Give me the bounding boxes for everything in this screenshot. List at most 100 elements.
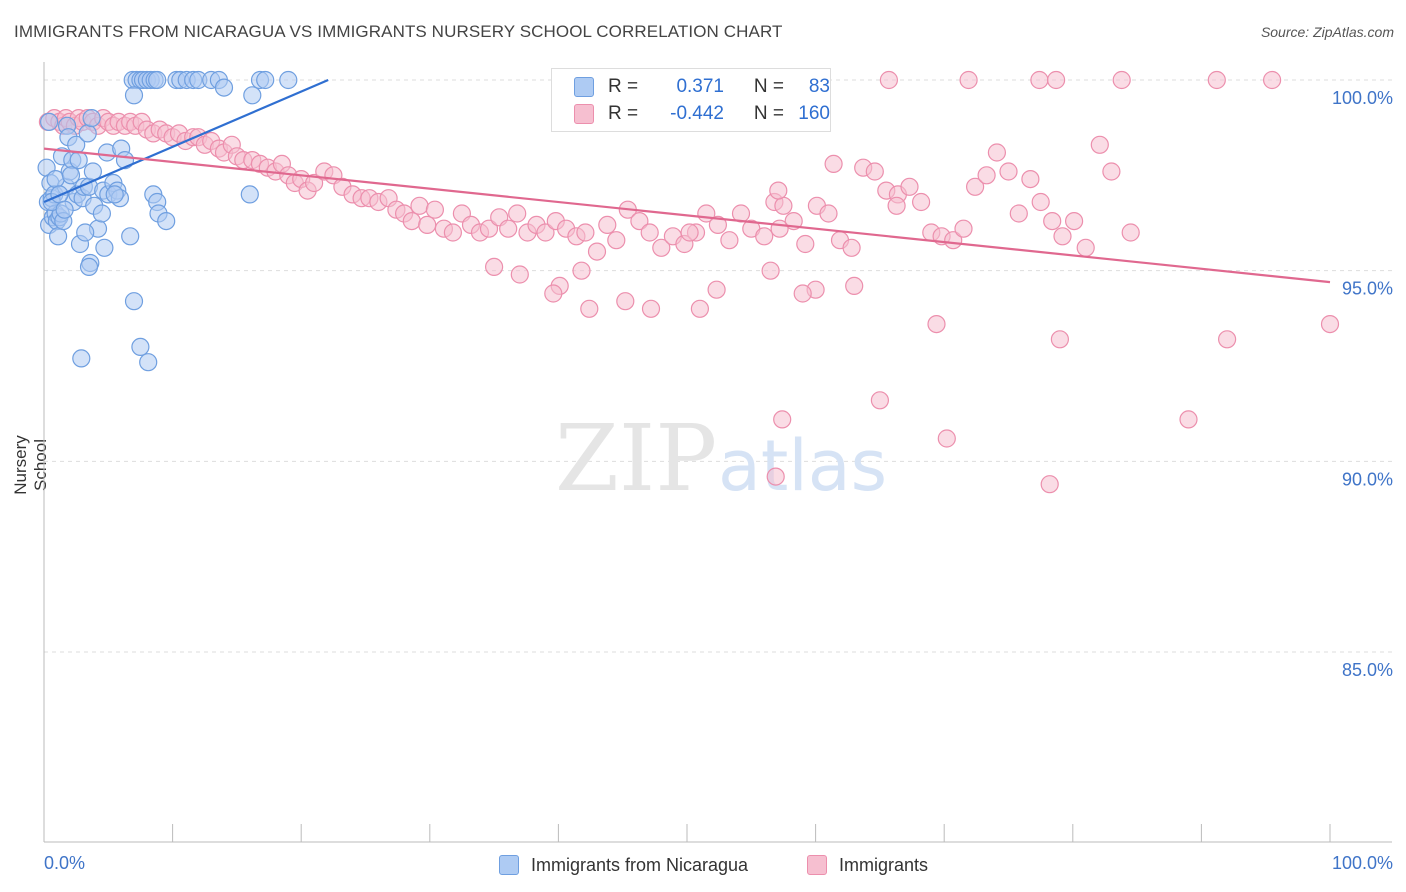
data-point — [402, 212, 421, 231]
data-point — [1046, 70, 1066, 90]
data-point — [508, 204, 527, 223]
y-tick-label: 95.0% — [1342, 279, 1393, 299]
data-point — [690, 299, 710, 318]
legend-n-label: N = — [753, 103, 784, 124]
data-point — [1179, 410, 1198, 429]
data-point — [1262, 70, 1282, 90]
legend-n-label: N = — [753, 76, 784, 97]
data-point — [115, 151, 135, 170]
data-point — [425, 200, 444, 219]
data-point — [305, 173, 324, 193]
data-point — [927, 315, 946, 334]
data-point — [240, 185, 259, 204]
data-point — [82, 108, 101, 128]
watermark-zip: ZIP — [555, 405, 717, 512]
data-point — [959, 70, 978, 90]
data-point — [937, 429, 956, 448]
series-immigrants-from-nicaragua — [37, 70, 298, 372]
data-point — [761, 261, 780, 280]
data-point — [46, 170, 65, 189]
bottom-legend-swatch-pink — [807, 855, 827, 875]
data-point — [845, 276, 864, 295]
data-point — [1121, 223, 1140, 242]
data-point — [1102, 162, 1121, 181]
legend-n-value: 160 — [798, 103, 830, 124]
data-point — [1053, 227, 1072, 246]
data-point — [410, 196, 429, 215]
data-point — [418, 215, 437, 234]
trend-line-nicaragua — [43, 78, 329, 204]
x-tick-label: 100.0% — [1332, 853, 1393, 873]
data-point — [256, 70, 275, 90]
data-point — [755, 227, 774, 246]
data-point — [680, 223, 699, 242]
data-point — [121, 227, 140, 246]
bottom-legend-nicaragua: Immigrants from Nicaragua — [499, 852, 748, 878]
y-tick-label: 90.0% — [1342, 469, 1393, 489]
data-point — [999, 162, 1018, 181]
data-point — [587, 242, 607, 261]
data-point — [630, 212, 649, 231]
data-point — [61, 166, 81, 185]
watermark-atlas: atlas — [718, 425, 887, 507]
data-point — [72, 349, 91, 368]
data-point — [1030, 70, 1049, 90]
data-point — [1040, 475, 1059, 494]
data-point — [1021, 170, 1040, 189]
data-point — [214, 78, 234, 97]
source-label: Source: ZipAtlas.com — [1260, 24, 1394, 40]
data-point — [769, 181, 788, 200]
data-point — [78, 124, 97, 143]
data-point — [887, 196, 906, 215]
data-point — [544, 284, 563, 303]
data-point — [773, 410, 792, 429]
legend-row-blue: R = 0.371 N = 83 — [574, 75, 830, 99]
data-point — [55, 200, 74, 219]
data-point — [485, 257, 504, 276]
legend-row-pink: R = -0.442 N = 160 — [574, 102, 830, 126]
data-point — [977, 166, 996, 185]
data-point — [796, 234, 815, 254]
data-point — [243, 86, 262, 105]
data-point — [766, 467, 785, 486]
data-point — [865, 162, 884, 181]
data-point — [793, 284, 812, 303]
data-point — [576, 223, 595, 242]
data-point — [824, 154, 843, 173]
legend-r-label: R = — [608, 103, 639, 124]
data-point — [443, 223, 462, 242]
data-point — [842, 238, 861, 257]
legend-swatch-pink — [574, 104, 594, 124]
data-point — [92, 204, 112, 223]
data-point — [124, 86, 144, 105]
data-point — [76, 223, 95, 242]
data-point — [1112, 70, 1131, 90]
data-point — [1207, 70, 1226, 90]
data-point — [641, 299, 661, 318]
chart-title: IMMIGRANTS FROM NICARAGUA VS IMMIGRANTS … — [14, 22, 783, 41]
data-point — [879, 70, 899, 90]
legend-r-label: R = — [608, 76, 639, 97]
data-point — [124, 292, 144, 311]
legend-r-value: -0.442 — [670, 103, 724, 124]
data-point — [965, 177, 985, 196]
data-point — [69, 151, 88, 170]
legend-swatch-blue — [574, 77, 594, 97]
bottom-legend-immigrants: Immigrants — [807, 852, 928, 878]
data-point — [870, 391, 890, 410]
data-point — [911, 192, 931, 212]
trend-line-immigrants — [43, 147, 1331, 284]
legend-n-value: 83 — [808, 76, 830, 97]
data-point — [720, 231, 739, 250]
data-point — [770, 219, 789, 238]
data-point — [1050, 330, 1070, 349]
data-point — [79, 257, 99, 276]
data-point — [607, 231, 626, 250]
data-point — [707, 280, 726, 299]
data-point — [1320, 315, 1340, 334]
data-point — [774, 196, 793, 215]
data-point — [1043, 212, 1062, 231]
correlation-legend: R = 0.371 N = 83 R = -0.442 N = 160 — [551, 68, 831, 132]
data-point — [900, 177, 919, 196]
data-point — [105, 185, 124, 204]
